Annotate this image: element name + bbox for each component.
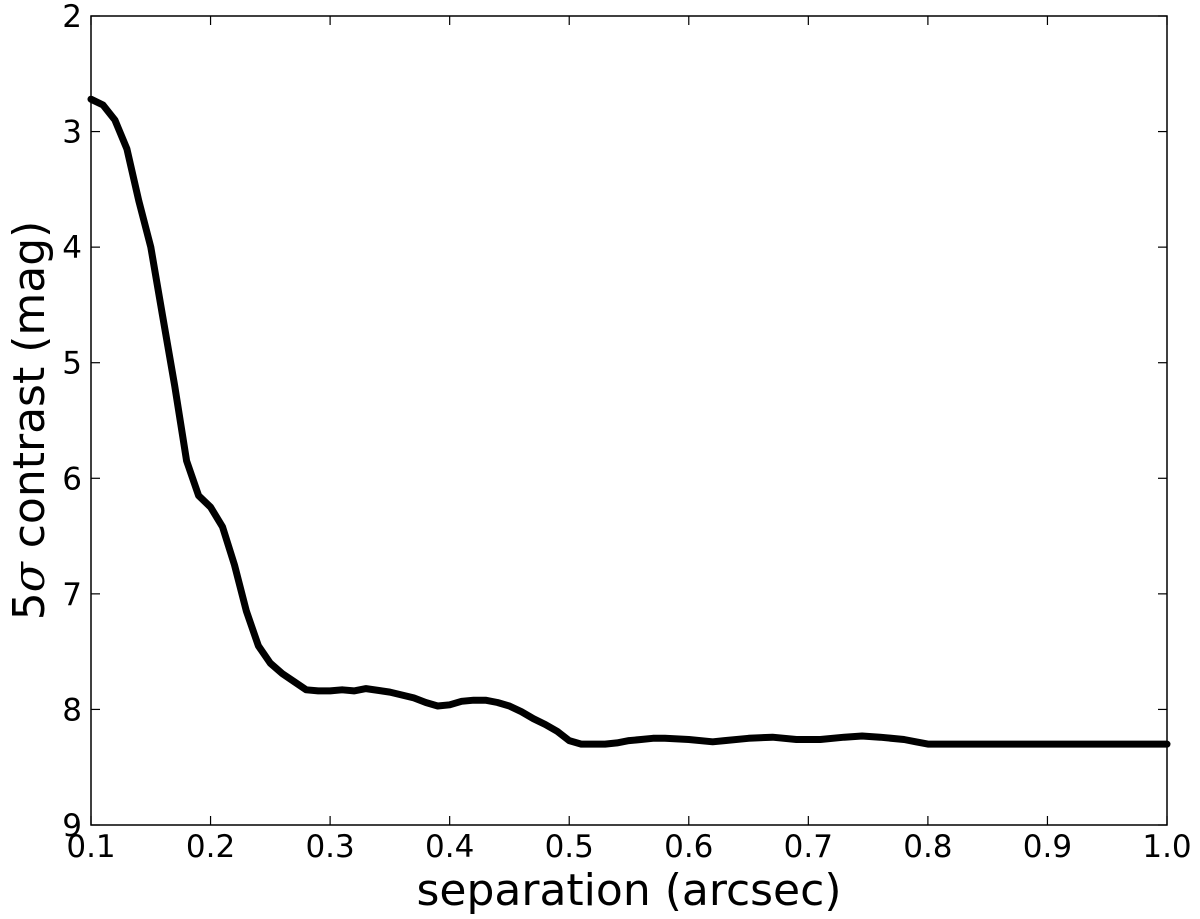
x-tick-label: 0.9 [1023, 829, 1072, 865]
y-axis-label-prefix: 5 [4, 592, 55, 620]
x-tick-label: 0.4 [425, 829, 474, 865]
y-tick-label: 6 [62, 461, 82, 497]
x-tick-label: 0.8 [903, 829, 952, 865]
x-tick-label: 0.6 [664, 829, 713, 865]
x-tick-label: 1.0 [1142, 829, 1191, 865]
x-tick-label: 0.3 [305, 829, 354, 865]
y-axis-label-sigma: σ [4, 560, 55, 592]
y-tick-label: 5 [62, 346, 82, 382]
plot-frame [90, 15, 1168, 826]
x-tick-label: 0.5 [545, 829, 594, 865]
y-axis-label-suffix: contrast (mag) [4, 221, 55, 563]
y-tick-label: 9 [62, 808, 82, 844]
axis-ticks [90, 15, 1168, 826]
y-tick-label: 8 [62, 692, 82, 728]
y-tick-label: 2 [62, 0, 82, 35]
y-tick-label: 3 [62, 115, 82, 151]
x-tick-label: 0.7 [784, 829, 833, 865]
x-axis-label: separation (arcsec) [416, 865, 841, 916]
y-tick-label: 7 [62, 577, 82, 613]
y-tick-label: 4 [62, 230, 82, 266]
tick-labels: 0.1 0.2 0.3 0.4 0.5 0.6 0.7 0.8 0.9 1.0 2 3 4 5 6 7 8 9 [62, 0, 1191, 865]
contrast-series-line [87, 95, 1171, 748]
x-tick-label: 0.2 [186, 829, 235, 865]
y-axis-label: 5σ contrast (mag) [4, 221, 55, 621]
x-tick-label: 0.1 [66, 829, 115, 865]
